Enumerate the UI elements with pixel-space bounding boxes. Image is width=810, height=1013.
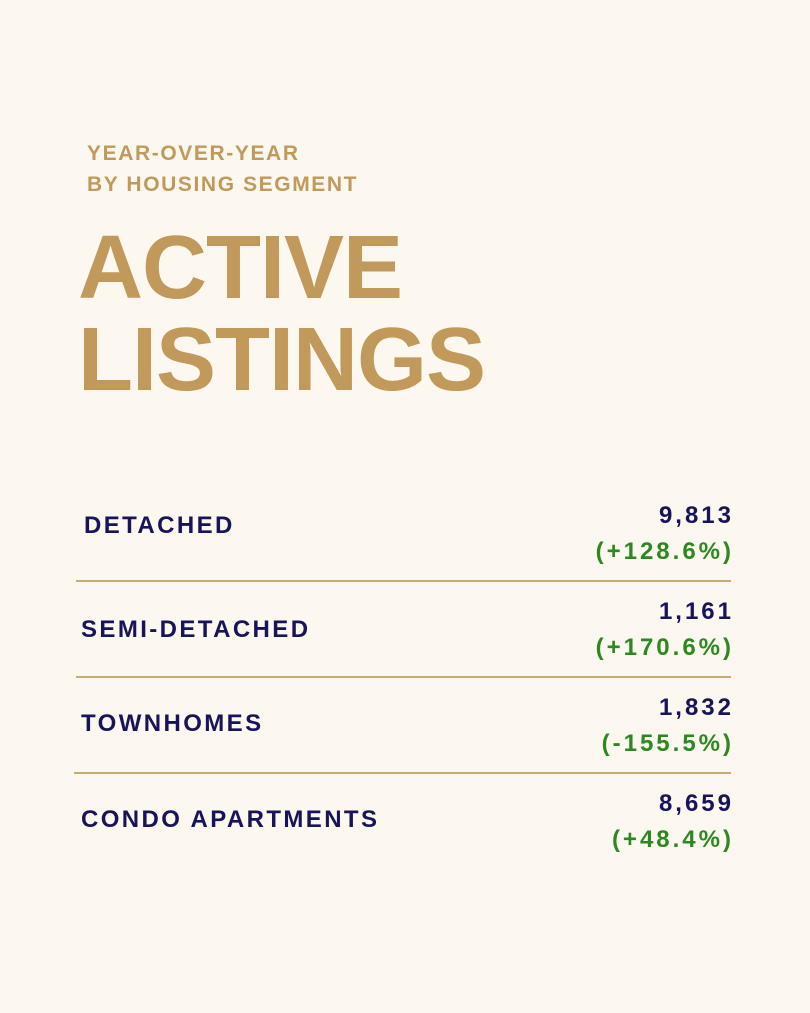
segment-change: (+170.6%) [595, 634, 734, 661]
segment-change: (+128.6%) [595, 538, 734, 565]
subtitle-line-1: YEAR-OVER-YEAR [87, 142, 300, 165]
segment-value: 8,659 [658, 790, 734, 817]
segment-label: SEMI-DETACHED [81, 616, 311, 643]
segment-value: 1,161 [658, 598, 734, 625]
subtitle: YEAR-OVER-YEAR BY HOUSING SEGMENT [87, 138, 358, 200]
segment-label: TOWNHOMES [81, 710, 264, 737]
segment-row-detached: DETACHED 9,813 (+128.6%) [0, 500, 810, 580]
divider [74, 772, 731, 774]
segment-change: (+48.4%) [611, 826, 734, 853]
segment-row-semi-detached: SEMI-DETACHED 1,161 (+170.6%) [0, 596, 810, 676]
segment-value: 1,832 [658, 694, 734, 721]
segment-change: (-155.5%) [601, 730, 734, 757]
title-line-2: LISTINGS [78, 310, 486, 410]
divider [76, 676, 731, 678]
divider [76, 580, 731, 582]
title-line-1: ACTIVE [78, 218, 403, 318]
segment-label: DETACHED [84, 512, 235, 539]
segment-row-townhomes: TOWNHOMES 1,832 (-155.5%) [0, 692, 810, 772]
segment-row-condo-apartments: CONDO APARTMENTS 8,659 (+48.4%) [0, 788, 810, 868]
subtitle-line-2: BY HOUSING SEGMENT [87, 173, 359, 196]
segment-label: CONDO APARTMENTS [81, 806, 380, 833]
page-title: ACTIVE LISTINGS [78, 218, 486, 410]
segment-value: 9,813 [658, 502, 734, 529]
